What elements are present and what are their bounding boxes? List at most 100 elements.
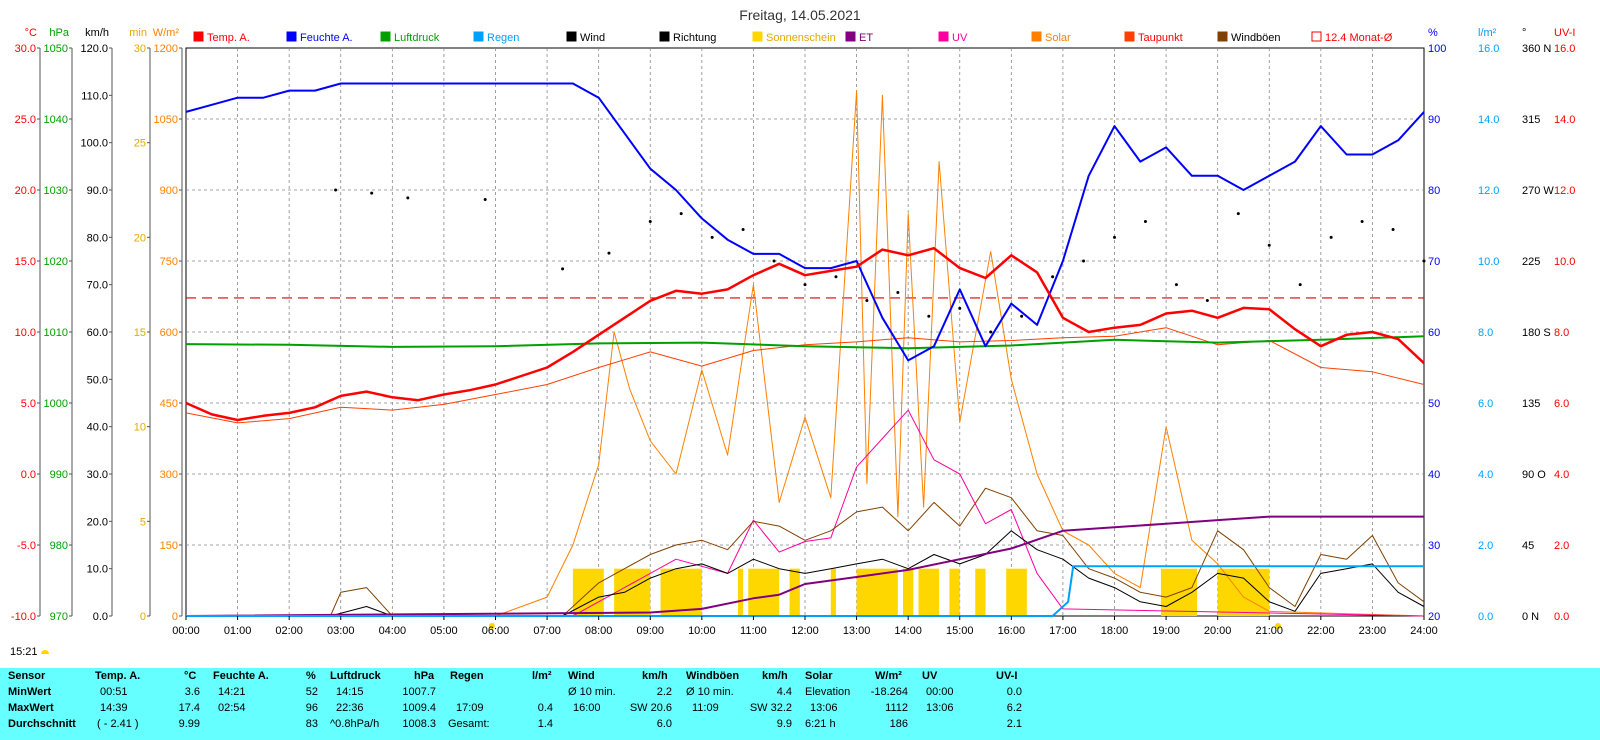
wind-direction-point xyxy=(803,283,807,287)
solar-max: 1112 xyxy=(885,702,908,714)
temperature-series xyxy=(185,246,1425,422)
axis-tick-label-left: 15 xyxy=(134,327,146,339)
wind-direction-point xyxy=(679,212,683,216)
wind-direction-point xyxy=(1113,235,1116,239)
humidity-min: 52 xyxy=(305,686,318,698)
x-tick-label: 07:00 xyxy=(533,625,561,637)
x-tick-label: 17:00 xyxy=(1049,625,1077,637)
axis-tick-label-left: 20.0 xyxy=(87,516,108,528)
axis-tick-label-left: 1200 xyxy=(154,43,178,55)
solar-unit: W/m² xyxy=(875,670,902,682)
solar-title: Solar xyxy=(805,670,833,682)
sunshine-bar xyxy=(949,568,960,616)
axis-tick-label-left: 30 xyxy=(134,43,146,55)
row-label-max: MaxWert xyxy=(8,702,54,714)
sunshine-bar xyxy=(830,568,836,616)
legend-label: Temp. A. xyxy=(207,32,250,44)
axis-tick-label-right: 0.0 xyxy=(1478,611,1493,623)
solar-elev-label: Elevation xyxy=(805,686,851,698)
chart-title: Freitag, 14.05.2021 xyxy=(739,7,861,23)
axis-tick-label-left: 450 xyxy=(160,398,178,410)
uv-min: 0.0 xyxy=(1006,686,1022,698)
wind-title: Wind xyxy=(568,670,595,682)
axis-tick-label-right: 45 xyxy=(1522,540,1534,552)
wind-direction-point xyxy=(607,251,611,255)
axis-tick-label-left: 600 xyxy=(160,327,178,339)
axis-tick-label-right: 14.0 xyxy=(1554,114,1575,126)
wind-direction-point xyxy=(1422,259,1426,263)
uv-max: 6.2 xyxy=(1006,702,1022,714)
sunshine-bar xyxy=(614,568,651,616)
humidity-unit: % xyxy=(306,670,316,682)
axis-tick-label-left: 70.0 xyxy=(87,280,108,292)
x-tick-label: 08:00 xyxy=(585,625,613,637)
temp-title: Temp. A. xyxy=(95,670,141,682)
legend-label: Regen xyxy=(487,32,519,44)
humidity-max-time: 02:54 xyxy=(218,702,246,714)
x-tick-label: 22:00 xyxy=(1307,625,1335,637)
pressure-trend: ^0.8hPa/h xyxy=(330,718,380,730)
gusts-max-time: 11:09 xyxy=(692,702,719,714)
axis-tick-label-left: 30.0 xyxy=(15,43,36,55)
wind-direction-point xyxy=(1267,243,1271,247)
axis-tick-label-left: 980 xyxy=(50,540,68,552)
wind-direction-point xyxy=(772,259,776,263)
x-tick-label: 12:00 xyxy=(791,625,819,637)
axis-tick-label-left: 100.0 xyxy=(80,138,108,150)
wind-direction-point xyxy=(927,314,931,318)
axis-unit-right: l/m² xyxy=(1478,27,1497,39)
axis-tick-label-right: 100 xyxy=(1428,43,1446,55)
axis-tick-label-left: 1030 xyxy=(44,185,68,197)
rain-title: Regen xyxy=(450,670,484,682)
axis-tick-label-left: 1000 xyxy=(44,398,68,410)
sunshine-bar xyxy=(660,568,702,616)
solar-max-time: 13:06 xyxy=(810,702,838,714)
axis-tick-label-right: 12.0 xyxy=(1554,185,1575,197)
axis-tick-label-right: 180 S xyxy=(1522,327,1551,339)
pressure-max-time: 22:36 xyxy=(336,702,364,714)
axis-tick-label-left: 0 xyxy=(140,611,146,623)
axis-unit-left: hPa xyxy=(49,27,69,39)
axis-unit-right: % xyxy=(1428,27,1438,39)
chart-legend: Temp. A. Feuchte A. Luftdruck Regen Wind Rich… xyxy=(193,31,1393,44)
axis-tick-label-left: 40.0 xyxy=(87,422,108,434)
axis-tick-label-right: 30 xyxy=(1428,540,1440,552)
axis-tick-label-right: 40 xyxy=(1428,469,1440,481)
row-label-avg: Durchschnitt xyxy=(8,718,76,730)
axis-unit-right: UV-I xyxy=(1554,27,1575,39)
axis-tick-label-left: 120.0 xyxy=(80,43,108,55)
wind-direction-point xyxy=(370,191,374,195)
axis-tick-label-right: 6.0 xyxy=(1478,398,1493,410)
x-axis: 00:00 01:00 02:00 03:00 04:00 05:00 06:00 07:00… xyxy=(172,616,1438,637)
wind-direction-point xyxy=(1236,212,1240,216)
uv-series xyxy=(186,409,1425,617)
wind-direction-point xyxy=(1205,298,1209,302)
legend-swatch xyxy=(1311,31,1322,42)
wind-direction-point xyxy=(1020,314,1024,318)
sunshine-bar xyxy=(1006,568,1027,616)
x-tick-label: 24:00 xyxy=(1410,625,1438,637)
axis-tick-label-left: 25 xyxy=(134,138,146,150)
sunshine-hours: 6:21 h xyxy=(805,718,836,730)
axis-unit-left: W/m² xyxy=(153,27,180,39)
wind-direction-point xyxy=(483,197,487,201)
x-tick-label: 13:00 xyxy=(843,625,871,637)
axis-tick-label-left: 900 xyxy=(160,185,178,197)
x-tick-label: 04:00 xyxy=(379,625,407,637)
axis-tick-label-left: 90.0 xyxy=(87,185,108,197)
solar-series xyxy=(186,90,1425,617)
gusts-avg: 9.9 xyxy=(776,718,792,730)
legend-label: Wind xyxy=(580,32,605,44)
weather-chart: Freitag, 14.05.2021 °C 30.0 25.0 20.0 15.0 10… xyxy=(11,7,1576,637)
x-tick-label: 01:00 xyxy=(224,625,252,637)
x-tick-label: 20:00 xyxy=(1204,625,1232,637)
axis-tick-label-left: 30.0 xyxy=(87,469,108,481)
axis-tick-label-left: 0.0 xyxy=(21,469,36,481)
x-tick-label: 02:00 xyxy=(275,625,303,637)
row-label-min: MinWert xyxy=(8,686,52,698)
x-tick-label: 05:00 xyxy=(430,625,458,637)
axis-tick-label-left: 50.0 xyxy=(87,374,108,386)
axis-tick-label-left: 970 xyxy=(50,611,68,623)
gusts-series xyxy=(186,487,1425,617)
axis-tick-label-left: -5.0 xyxy=(17,540,36,552)
